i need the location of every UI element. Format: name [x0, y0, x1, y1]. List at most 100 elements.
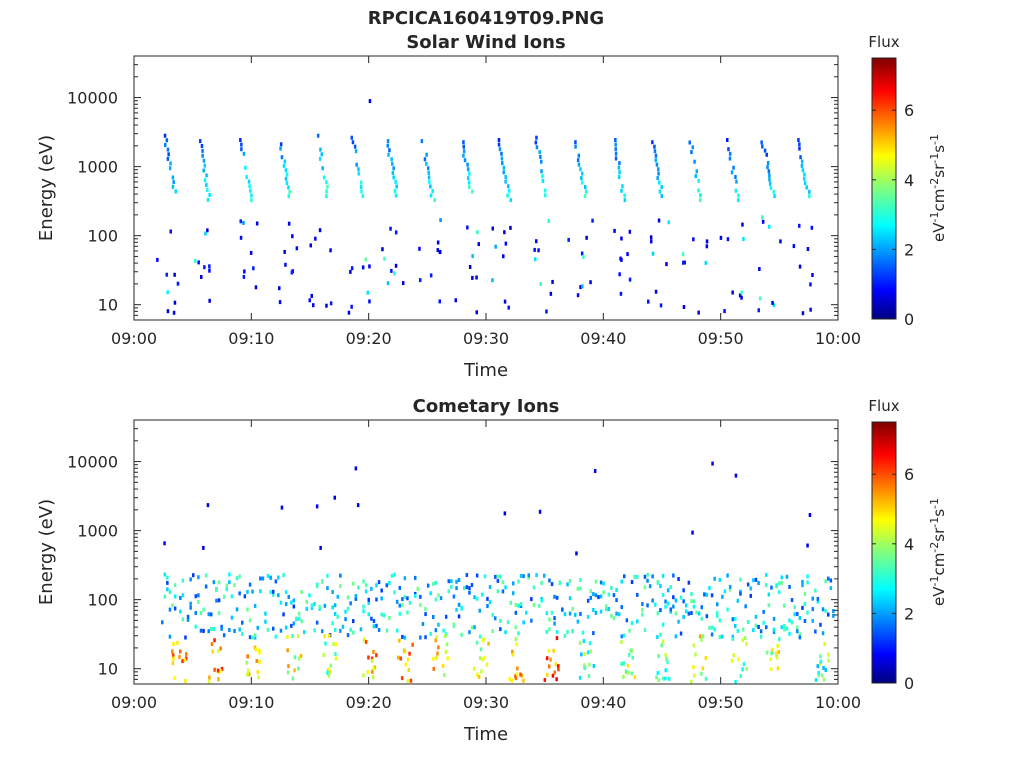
flux-cell: [503, 511, 507, 516]
flux-cell: [578, 675, 582, 680]
flux-cell: [769, 657, 772, 662]
flux-cell: [326, 184, 329, 189]
flux-cell: [313, 602, 316, 606]
flux-cell: [705, 239, 709, 244]
flux-cell: [321, 166, 324, 171]
flux-cell: [563, 612, 567, 617]
flux-cell: [272, 626, 275, 631]
flux-cell: [452, 594, 456, 599]
flux-cell: [653, 149, 657, 154]
flux-cell: [700, 671, 703, 676]
x-tick-label: 09:20: [346, 693, 392, 712]
flux-cell: [682, 260, 685, 265]
flux-cell: [171, 661, 175, 666]
flux-cell: [213, 667, 216, 672]
flux-cell: [344, 609, 347, 614]
flux-cell: [385, 583, 389, 588]
flux-cell: [357, 171, 360, 176]
flux-cell: [539, 282, 542, 287]
solar-wind-colorbar-ticks: 0 2 4 6: [872, 101, 914, 329]
flux-cell: [788, 631, 791, 636]
flux-cell: [287, 221, 291, 226]
flux-cell: [210, 612, 213, 617]
flux-cell: [368, 299, 371, 304]
flux-cell: [628, 229, 632, 234]
colorbar-tick-label: 2: [904, 240, 914, 259]
flux-cell: [362, 609, 365, 614]
flux-cell: [392, 166, 395, 171]
flux-cell: [363, 638, 366, 643]
flux-cell: [253, 633, 257, 638]
flux-cell: [427, 175, 431, 180]
flux-cell: [583, 194, 587, 199]
flux-cell: [656, 580, 660, 585]
flux-cell: [554, 662, 558, 667]
flux-cell: [406, 596, 409, 601]
flux-cell: [737, 657, 740, 662]
flux-cell: [765, 572, 768, 577]
flux-cell: [398, 603, 401, 608]
flux-cell: [744, 604, 747, 609]
flux-cell: [166, 309, 170, 314]
flux-cell: [631, 648, 634, 653]
cometary-axes: 09:00 09:10 09:20 09:30 09:40 09:50 10:00 10 100…: [67, 419, 861, 712]
flux-cell: [579, 611, 582, 616]
flux-cell: [827, 652, 830, 657]
flux-cell: [370, 586, 373, 591]
flux-cell: [204, 573, 208, 578]
x-tick-label: 09:50: [698, 693, 744, 712]
flux-cell: [553, 621, 556, 626]
flux-cell: [761, 219, 765, 224]
flux-cell: [819, 659, 823, 664]
flux-cell: [494, 244, 497, 249]
flux-cell: [793, 612, 796, 617]
flux-cell: [585, 235, 588, 240]
flux-cell: [811, 607, 814, 612]
flux-cell: [692, 643, 696, 648]
flux-cell: [264, 611, 267, 616]
flux-cell: [367, 612, 370, 617]
flux-cell: [360, 189, 363, 194]
flux-cell: [543, 188, 547, 193]
flux-cell: [735, 179, 738, 184]
flux-cell: [614, 138, 617, 142]
flux-cell: [666, 588, 670, 593]
colorbar-tick-label: 0: [904, 310, 914, 329]
flux-cell: [661, 593, 665, 597]
flux-cell: [614, 147, 617, 152]
flux-cell: [465, 573, 469, 577]
flux-cell: [482, 637, 485, 642]
flux-cell: [691, 145, 694, 150]
flux-cell: [282, 612, 285, 617]
flux-cell: [200, 144, 204, 148]
flux-cell: [740, 295, 743, 300]
flux-cell: [796, 612, 799, 616]
flux-cell: [486, 596, 489, 601]
flux-cell: [548, 578, 551, 583]
flux-cell: [481, 657, 484, 662]
flux-cell: [641, 607, 644, 612]
flux-cell: [468, 171, 471, 176]
flux-cell: [798, 635, 802, 640]
flux-cell: [509, 225, 512, 230]
flux-cell: [822, 677, 826, 682]
flux-cell: [656, 176, 659, 181]
flux-cell: [619, 291, 623, 296]
flux-cell: [665, 657, 668, 661]
flux-cell: [368, 264, 371, 269]
flux-cell: [300, 619, 303, 624]
flux-cell: [225, 583, 228, 588]
flux-cell: [682, 588, 685, 593]
flux-cell: [543, 573, 546, 578]
flux-cell: [734, 473, 738, 478]
flux-cell: [245, 175, 248, 179]
flux-cell: [535, 135, 538, 140]
flux-cell: [698, 634, 702, 639]
flux-cell: [419, 278, 422, 283]
flux-cell: [679, 595, 683, 600]
flux-cell: [658, 180, 661, 185]
flux-cell: [291, 676, 295, 681]
flux-cell: [576, 619, 580, 624]
flux-cell: [414, 575, 417, 580]
flux-cell: [439, 249, 442, 254]
